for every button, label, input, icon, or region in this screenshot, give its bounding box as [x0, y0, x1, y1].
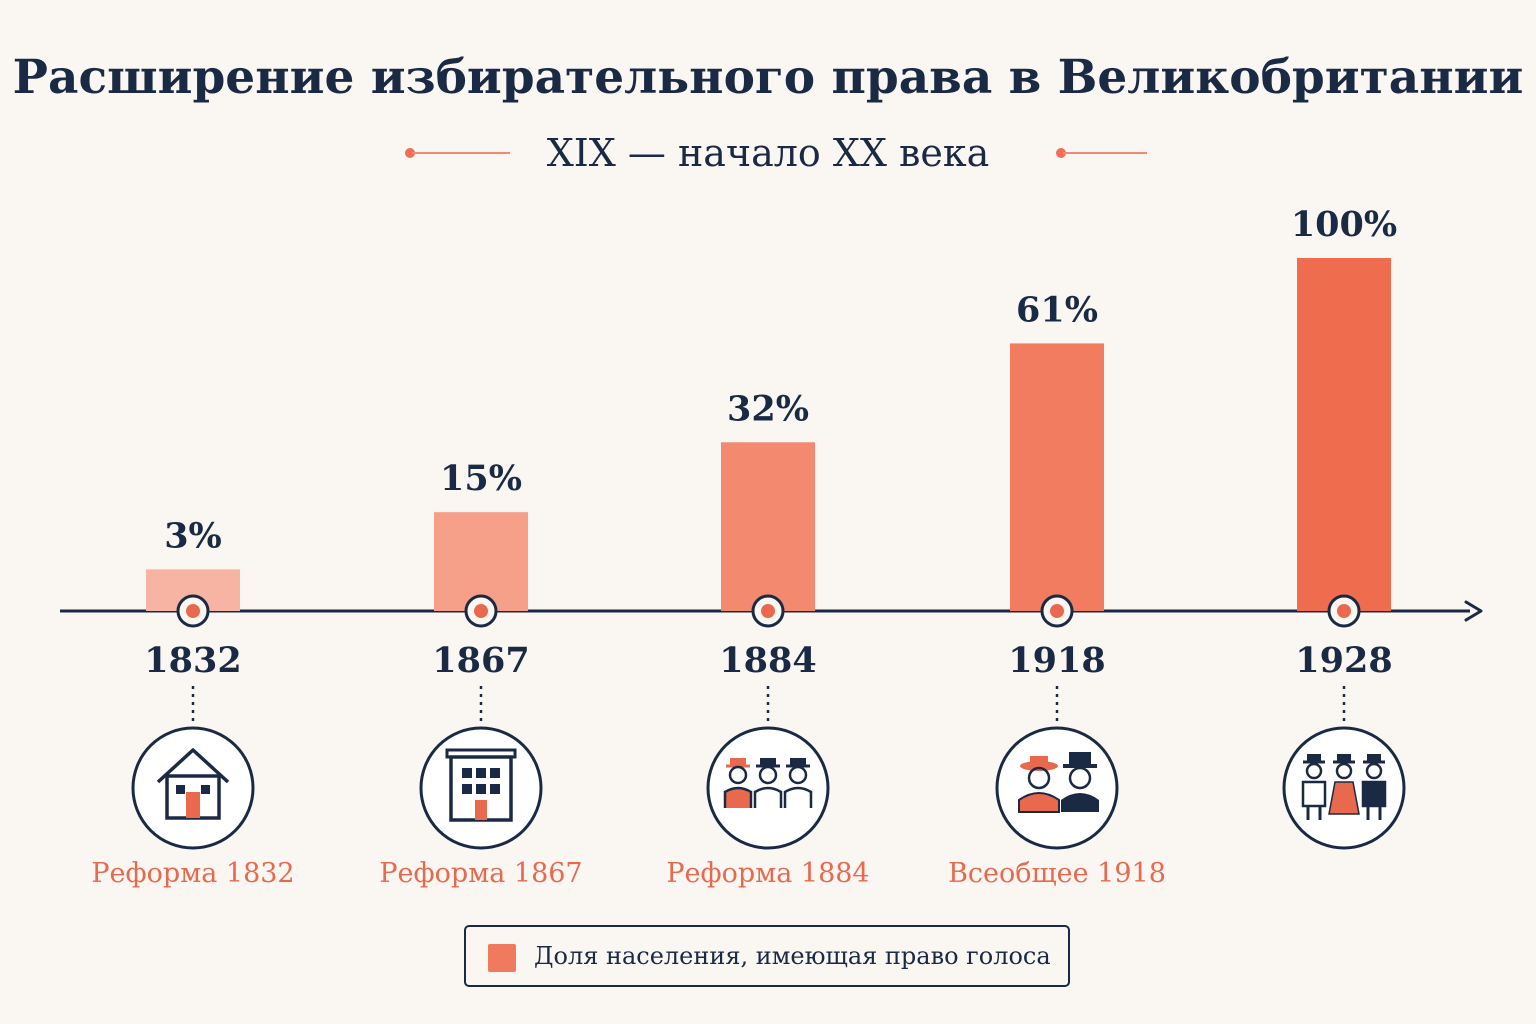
event-label-1832: Реформа 1832	[91, 858, 294, 889]
chart-title: Расширение избирательного права в Велико…	[12, 50, 1524, 105]
building-icon	[445, 748, 517, 822]
event-label-1918: Всеобщее 1918	[948, 858, 1166, 889]
subtitle-right-line	[1063, 152, 1147, 154]
subtitle-row: XIX — начало XX века	[0, 125, 1536, 181]
bar-1884	[721, 442, 815, 611]
year-label-1918: 1918	[1008, 640, 1105, 681]
event-label-1884: Реформа 1884	[666, 858, 869, 889]
value-label-1884: 32%	[727, 388, 809, 429]
year-label-1884: 1884	[719, 640, 816, 681]
timeline-marker-dot	[1337, 604, 1351, 618]
family-group-icon	[1301, 754, 1387, 820]
timeline-marker-dot	[186, 604, 200, 618]
value-label-1867: 15%	[440, 458, 522, 499]
timeline-marker-dot	[1050, 604, 1064, 618]
chart-subtitle: XIX — начало XX века	[546, 131, 990, 175]
timeline-arrow-icon	[1464, 600, 1483, 622]
three-men-icon	[723, 758, 813, 808]
legend-swatch	[488, 944, 516, 972]
subtitle-left-line	[412, 152, 510, 154]
man-woman-icon	[1018, 752, 1099, 813]
legend: Доля населения, имеющая право голоса	[464, 925, 1070, 987]
legend-label: Доля населения, имеющая право голоса	[534, 942, 1051, 970]
timeline-marker-dot	[474, 604, 488, 618]
subtitle-left-dot	[405, 148, 415, 158]
year-label-1832: 1832	[144, 640, 241, 681]
house-icon	[156, 748, 230, 820]
year-label-1867: 1867	[432, 640, 529, 681]
subtitle-right-dot	[1056, 148, 1066, 158]
year-label-1928: 1928	[1295, 640, 1392, 681]
bar-1918	[1010, 343, 1104, 611]
bar-1928	[1297, 258, 1391, 611]
icon-circle-1918	[995, 726, 1119, 850]
timeline-marker-dot	[761, 604, 775, 618]
event-label-1867: Реформа 1867	[379, 858, 582, 889]
value-label-1928: 100%	[1291, 204, 1397, 245]
value-label-1918: 61%	[1016, 289, 1098, 330]
value-label-1832: 3%	[164, 515, 222, 556]
icon-circle-1832	[131, 726, 255, 850]
